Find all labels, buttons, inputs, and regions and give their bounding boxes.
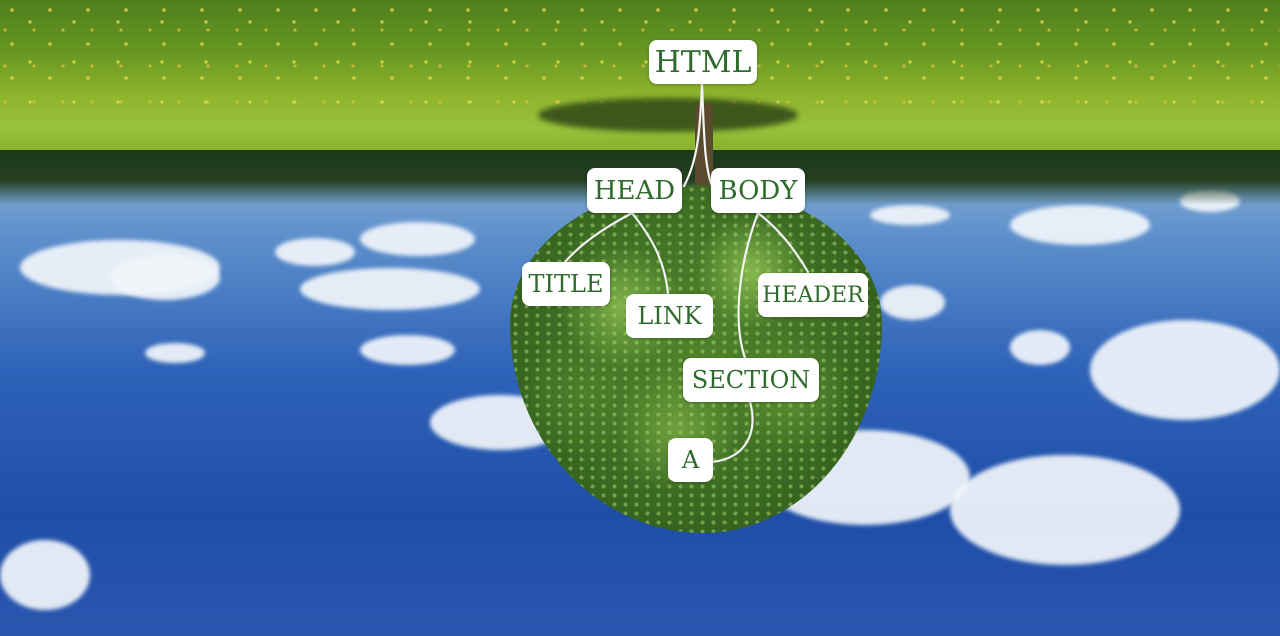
cloud	[300, 268, 480, 310]
edge-group	[563, 82, 810, 464]
cloud	[1010, 330, 1070, 365]
node-html: HTML	[649, 40, 757, 84]
cloud	[275, 238, 355, 266]
node-head: HEAD	[587, 168, 682, 213]
tree-shadow	[538, 98, 798, 132]
edge-head-title	[563, 211, 634, 264]
cloud	[1090, 320, 1280, 420]
edge-body-section	[737, 211, 760, 360]
node-title: TITLE	[522, 262, 610, 306]
cloud	[110, 255, 220, 300]
node-header: HEADER	[758, 273, 868, 317]
cloud	[360, 222, 475, 256]
edge-body-header	[756, 211, 810, 274]
edge-html-body	[700, 82, 714, 188]
cloud	[0, 540, 90, 610]
flowers	[0, 0, 1280, 110]
node-link: LINK	[626, 294, 713, 338]
cloud	[880, 285, 945, 320]
cloud	[950, 455, 1180, 565]
edge-head-link	[630, 211, 670, 296]
edge-section-a	[710, 400, 754, 464]
node-section: SECTION	[683, 358, 819, 402]
cloud	[870, 205, 950, 225]
cloud	[1010, 205, 1150, 245]
node-a: A	[668, 438, 713, 482]
cloud	[360, 335, 455, 365]
node-body: BODY	[711, 168, 805, 213]
edge-html-head	[682, 82, 704, 188]
cloud	[145, 343, 205, 363]
